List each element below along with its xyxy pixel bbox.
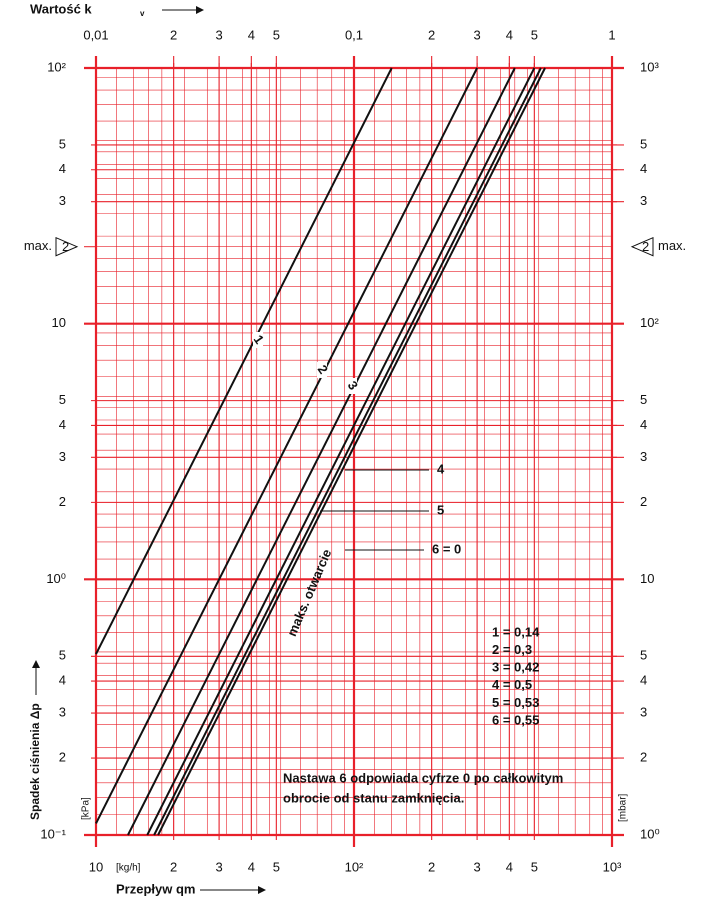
series-line (146, 67, 536, 836)
y-tick-label: 3 (59, 193, 66, 208)
y-tick-label: 4 (59, 417, 66, 432)
x2-tick-label: 0,01 (83, 27, 108, 42)
x2-tick-label: 0,1 (345, 27, 363, 42)
y2-unit: [mbar] (618, 793, 629, 822)
y2-tick-label: 5 (640, 648, 647, 663)
x-tick-label: 5 (531, 859, 538, 874)
x-tick-label: 4 (506, 859, 513, 874)
y2-tick-label: 5 (640, 392, 647, 407)
max-symbol-label: 2 (642, 239, 649, 254)
y2-tick-label: 10² (640, 315, 659, 330)
x2-tick-label: 4 (248, 27, 255, 42)
series-line (157, 67, 546, 836)
label-bg (253, 332, 263, 348)
x2-tick-label: 3 (473, 27, 480, 42)
x-tick-label: 2 (170, 859, 177, 874)
x2-tick-label: 5 (273, 27, 280, 42)
max-symbol (55, 236, 79, 257)
y-unit: [kPa] (81, 797, 92, 820)
x2-title-sub: v (140, 9, 145, 18)
x2-tick-label: 1 (608, 27, 615, 42)
y2-tick-label: 10³ (640, 59, 659, 74)
y-tick-label: 5 (59, 136, 66, 151)
x-tick-label: 2 (428, 859, 435, 874)
y2-tick-label: 2 (640, 749, 647, 764)
y-title: Spadek ciśnienia Δp (28, 703, 42, 820)
y-tick-label: 10² (47, 59, 66, 74)
x-tick-label: 10² (345, 859, 364, 874)
series-label: 6 = 0 (432, 541, 461, 556)
y2-tick-label: 4 (640, 673, 647, 688)
y-tick-label: 5 (59, 648, 66, 663)
legend-entry: 2 = 0,3 (492, 642, 532, 657)
y-tick-label: 10⁰ (46, 571, 66, 586)
y-tick-label: 3 (59, 704, 66, 719)
y-tick-label: 4 (59, 161, 66, 176)
y2-tick-label: 10 (640, 571, 654, 586)
x2-title: Wartość k (30, 1, 92, 16)
x-tick-label: 4 (248, 859, 255, 874)
plot-frame (95, 67, 613, 836)
x-title: Przepływ qm (116, 881, 195, 896)
y2-tick-label: 4 (640, 161, 647, 176)
x2-tick-label: 4 (506, 27, 513, 42)
y-tick-label: 2 (59, 749, 66, 764)
series-line (95, 67, 478, 824)
x-tick-label: 3 (215, 859, 222, 874)
y-tick-label: 10⁻¹ (40, 826, 66, 841)
arrow-head (32, 660, 40, 668)
series-line (127, 67, 516, 836)
series-label: 4 (437, 461, 445, 476)
legend-entry: 4 = 0,5 (492, 677, 532, 692)
note: Nastawa 6 odpowiada cyfrze 0 po całkowit… (283, 770, 563, 785)
x2-tick-label: 2 (170, 27, 177, 42)
x-unit: [kg/h] (116, 863, 141, 874)
y2-tick-label: 5 (640, 136, 647, 151)
y-tick-label: 5 (59, 392, 66, 407)
y2-tick-label: 2 (640, 494, 647, 509)
legend-entry: 3 = 0,42 (492, 660, 539, 675)
max-label: max. (658, 238, 686, 253)
y-tick-label: 10 (52, 315, 66, 330)
y2-tick-label: 3 (640, 449, 647, 464)
series-line (95, 67, 393, 655)
max-symbol-label: 2 (62, 239, 69, 254)
series-line (153, 67, 542, 836)
label-bg (317, 362, 327, 378)
max-label: max. (24, 238, 52, 253)
label-bg (347, 378, 357, 394)
y2-tick-label: 4 (640, 417, 647, 432)
arrow-head (258, 886, 266, 894)
y-tick-label: 4 (59, 673, 66, 688)
x-tick-label: 5 (273, 859, 280, 874)
x2-tick-label: 3 (215, 27, 222, 42)
max-symbol (630, 236, 654, 257)
x-tick-label: 3 (473, 859, 480, 874)
y2-tick-label: 3 (640, 704, 647, 719)
legend-entry: 5 = 0,53 (492, 695, 539, 710)
x-tick-label: 10 (89, 859, 103, 874)
series-label: 5 (437, 502, 444, 517)
y-tick-label: 2 (59, 494, 66, 509)
legend-entry: 6 = 0,55 (492, 712, 539, 727)
x-tick-label: 10³ (603, 859, 622, 874)
note: obrocie od stanu zamknięcia. (283, 790, 464, 805)
y2-tick-label: 10⁰ (640, 826, 660, 841)
y-tick-label: 3 (59, 449, 66, 464)
arrow-head (196, 6, 204, 14)
y2-tick-label: 3 (640, 193, 647, 208)
x2-tick-label: 5 (531, 27, 538, 42)
x2-tick-label: 2 (428, 27, 435, 42)
legend-entry: 1 = 0,14 (492, 624, 540, 639)
